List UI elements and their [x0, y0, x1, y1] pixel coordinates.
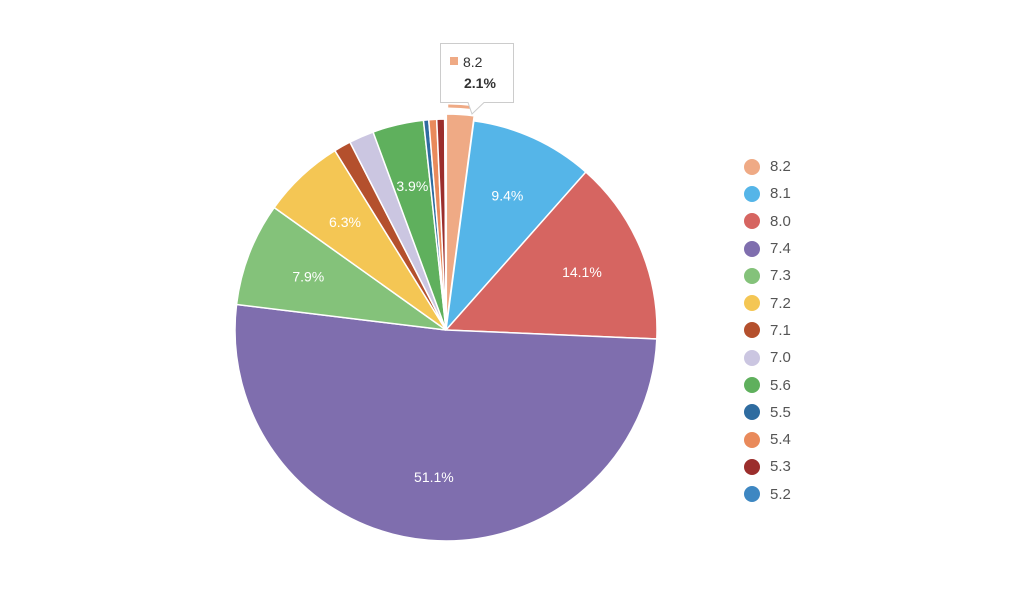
data-label-8-0: 14.1% [562, 264, 602, 280]
legend-item-7-4[interactable]: 7.4 [744, 235, 864, 262]
legend-swatch [744, 267, 760, 284]
legend-swatch [744, 158, 760, 175]
legend-label: 8.1 [770, 185, 791, 203]
tooltip-box-shape [440, 43, 514, 115]
legend-swatch [744, 213, 760, 230]
legend-label: 5.3 [770, 458, 791, 476]
data-label-7-3: 7.9% [292, 269, 324, 285]
slices-layer [234, 104, 658, 542]
tooltip: 8.2 2.1% [440, 43, 514, 115]
pie-slice-8-0[interactable] [444, 170, 658, 340]
legend-label: 8.0 [770, 212, 791, 230]
legend-label: 8.2 [770, 158, 791, 176]
data-labels-layer: 9.4% 14.1% 51.1% 7.9% 6.3% 3.9% [292, 178, 601, 485]
legend-swatch [744, 404, 760, 421]
legend-item-7-1[interactable]: 7.1 [744, 317, 864, 344]
legend-label: 7.0 [770, 349, 791, 367]
legend-item-7-2[interactable]: 7.2 [744, 289, 864, 316]
legend-label: 7.4 [770, 240, 791, 258]
legend-label: 5.5 [770, 403, 791, 421]
legend-item-7-3[interactable]: 7.3 [744, 262, 864, 289]
data-label-7-2: 6.3% [329, 214, 361, 230]
legend-label: 5.2 [770, 485, 791, 503]
data-label-5-6: 3.9% [396, 178, 428, 194]
legend-item-5-4[interactable]: 5.4 [744, 426, 864, 453]
legend-label: 5.4 [770, 431, 791, 449]
tooltip-color-swatch [450, 57, 458, 65]
legend-label: 7.2 [770, 294, 791, 312]
legend-label: 5.6 [770, 376, 791, 394]
legend-item-8-0[interactable]: 8.0 [744, 208, 864, 235]
legend-swatch [744, 458, 760, 475]
legend-swatch [744, 322, 760, 339]
legend-swatch [744, 295, 760, 312]
pie-slice-7-3[interactable] [235, 206, 447, 331]
legend-item-5-3[interactable]: 5.3 [744, 453, 864, 480]
legend-swatch [744, 349, 760, 366]
tooltip-series-name: 8.2 [463, 54, 483, 70]
legend-item-7-0[interactable]: 7.0 [744, 344, 864, 371]
legend-item-5-5[interactable]: 5.5 [744, 399, 864, 426]
legend-label: 7.3 [770, 267, 791, 285]
legend-item-8-1[interactable]: 8.1 [744, 180, 864, 207]
legend-swatch [744, 377, 760, 394]
legend-swatch [744, 240, 760, 257]
legend-swatch [744, 431, 760, 448]
legend-item-8-2[interactable]: 8.2 [744, 153, 864, 180]
legend-swatch [744, 486, 760, 503]
legend-swatch [744, 185, 760, 202]
data-label-8-1: 9.4% [491, 188, 523, 204]
tooltip-value: 2.1% [464, 75, 496, 91]
pie-slice-5-2[interactable] [443, 118, 447, 331]
data-label-7-4: 51.1% [414, 469, 454, 485]
pie-slice-8-1[interactable] [444, 120, 587, 333]
legend-label: 7.1 [770, 321, 791, 339]
pie-slice-7-4[interactable] [234, 303, 658, 542]
legend: 8.2 8.1 8.0 7.4 7.3 7.2 7.1 7.0 5.6 5.5 5.4 5.3 5.2 [744, 153, 864, 508]
legend-item-5-2[interactable]: 5.2 [744, 481, 864, 508]
legend-item-5-6[interactable]: 5.6 [744, 371, 864, 398]
